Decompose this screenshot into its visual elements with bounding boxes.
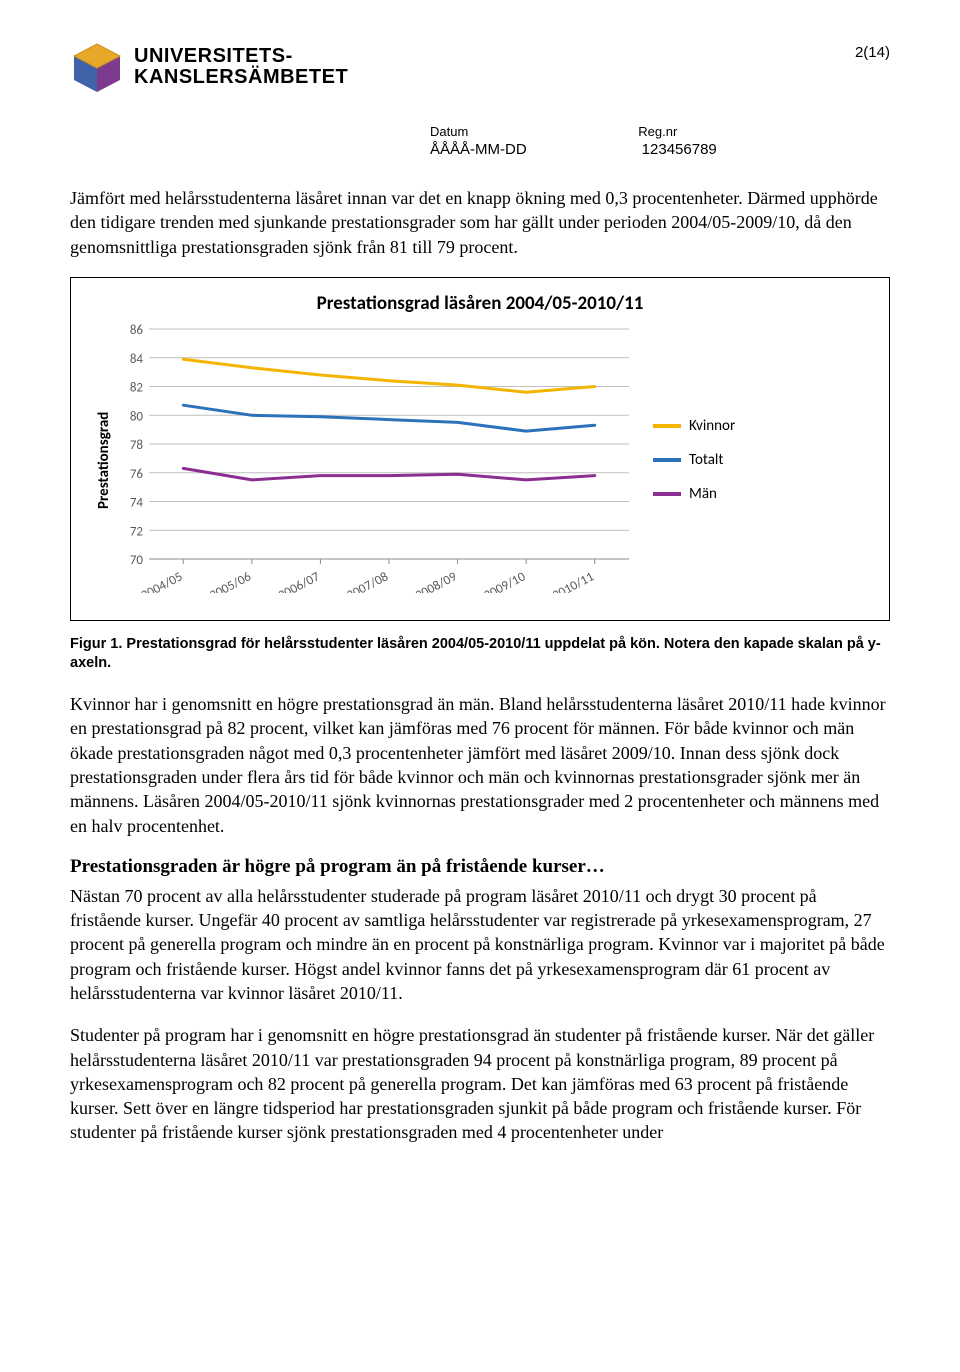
paragraph: Jämfört med helårsstudenterna läsåret in… <box>70 186 890 259</box>
document-meta: Datum Reg.nr ÅÅÅÅ-MM-DD 123456789 <box>430 124 890 158</box>
para1-text: Jämfört med helårsstudenterna läsåret in… <box>70 188 743 208</box>
org-logo-block: UNIVERSITETS- KANSLERSÄMBETET <box>70 40 348 94</box>
svg-text:2006/07: 2006/07 <box>276 569 323 593</box>
svg-text:74: 74 <box>130 495 144 510</box>
svg-text:2005/06: 2005/06 <box>207 569 254 593</box>
page-header: UNIVERSITETS- KANSLERSÄMBETET 2(14) <box>70 40 890 94</box>
svg-text:72: 72 <box>130 524 144 539</box>
meta-datum-label: Datum <box>430 124 468 139</box>
legend-swatch <box>653 424 681 428</box>
paragraph: Studenter på program har i genomsnitt en… <box>70 1023 890 1144</box>
paragraph: Nästan 70 procent av alla helårsstudente… <box>70 884 890 1005</box>
svg-text:84: 84 <box>130 352 144 367</box>
svg-text:2010/11: 2010/11 <box>550 569 596 593</box>
legend-label: Kvinnor <box>689 417 735 435</box>
meta-regnr-value: 123456789 <box>642 141 717 158</box>
org-name: UNIVERSITETS- KANSLERSÄMBETET <box>134 46 348 88</box>
legend-item: Totalt <box>653 451 735 469</box>
body-content-2: Kvinnor har i genomsnitt en högre presta… <box>70 692 890 1145</box>
cube-logo-icon <box>70 40 124 94</box>
chart-title: Prestationsgrad läsåren 2004/05-2010/11 <box>89 292 871 315</box>
chart-container: Prestationsgrad läsåren 2004/05-2010/11 … <box>70 277 890 621</box>
chart-svg: 70 72 74 76 78 80 82 84 86 2004/05 2005/06 2006/07 2… <box>113 323 633 593</box>
legend-item: Män <box>653 485 735 503</box>
chart-y-axis-label: Prestationsgrad <box>89 323 113 598</box>
svg-text:2008/09: 2008/09 <box>413 569 460 593</box>
svg-text:70: 70 <box>130 553 144 568</box>
legend-swatch <box>653 458 681 462</box>
org-name-line2: KANSLERSÄMBETET <box>134 67 348 88</box>
legend-label: Män <box>689 485 717 503</box>
svg-text:82: 82 <box>130 380 144 395</box>
svg-text:86: 86 <box>130 323 144 338</box>
org-name-line1: UNIVERSITETS- <box>134 46 348 67</box>
body-content: Jämfört med helårsstudenterna läsåret in… <box>70 186 890 259</box>
paragraph: Kvinnor har i genomsnitt en högre presta… <box>70 692 890 838</box>
chart-area: Prestationsgrad 70 72 74 76 78 80 82 84 86 2004/0… <box>89 323 871 598</box>
legend-item: Kvinnor <box>653 417 735 435</box>
svg-text:2004/05: 2004/05 <box>139 569 185 593</box>
chart-plot: 70 72 74 76 78 80 82 84 86 2004/05 2005/06 2006/07 2… <box>113 323 633 598</box>
svg-text:78: 78 <box>130 438 144 453</box>
svg-text:76: 76 <box>130 467 144 482</box>
legend-swatch <box>653 492 681 496</box>
section-heading: Prestationsgraden är högre på program än… <box>70 856 890 878</box>
meta-datum-value: ÅÅÅÅ-MM-DD <box>430 141 527 158</box>
page-number: 2(14) <box>855 40 890 61</box>
legend-label: Totalt <box>689 451 723 469</box>
svg-text:2009/10: 2009/10 <box>482 569 529 593</box>
chart-legend: Kvinnor Totalt Män <box>653 323 735 598</box>
figure-caption: Figur 1. Prestationsgrad för helårsstude… <box>70 635 890 674</box>
svg-text:80: 80 <box>130 409 144 424</box>
meta-regnr-label: Reg.nr <box>638 124 677 139</box>
svg-text:2007/08: 2007/08 <box>344 569 391 593</box>
